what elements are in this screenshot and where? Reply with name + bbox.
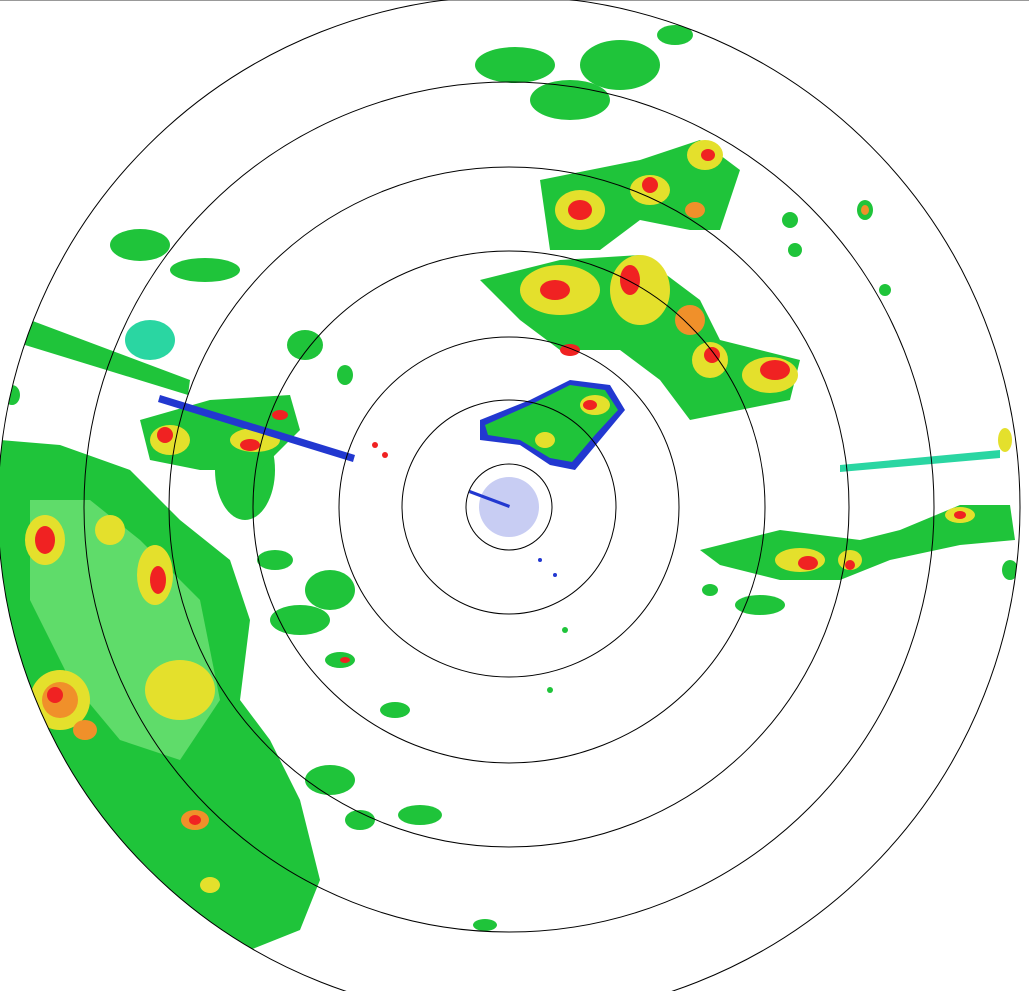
echo-north	[475, 25, 891, 420]
range-ring	[338, 336, 680, 678]
ground-clutter	[372, 442, 568, 693]
range-ring	[252, 250, 766, 764]
range-ring	[168, 166, 850, 848]
range-ring	[83, 81, 935, 933]
range-ring	[401, 399, 617, 615]
echo-east	[700, 428, 1018, 615]
echo-west	[0, 420, 320, 950]
echo-west-upper	[4, 229, 355, 470]
echo-near	[257, 330, 625, 718]
echoes	[0, 25, 1018, 950]
range-ring	[465, 463, 553, 551]
echo-south	[305, 765, 497, 931]
